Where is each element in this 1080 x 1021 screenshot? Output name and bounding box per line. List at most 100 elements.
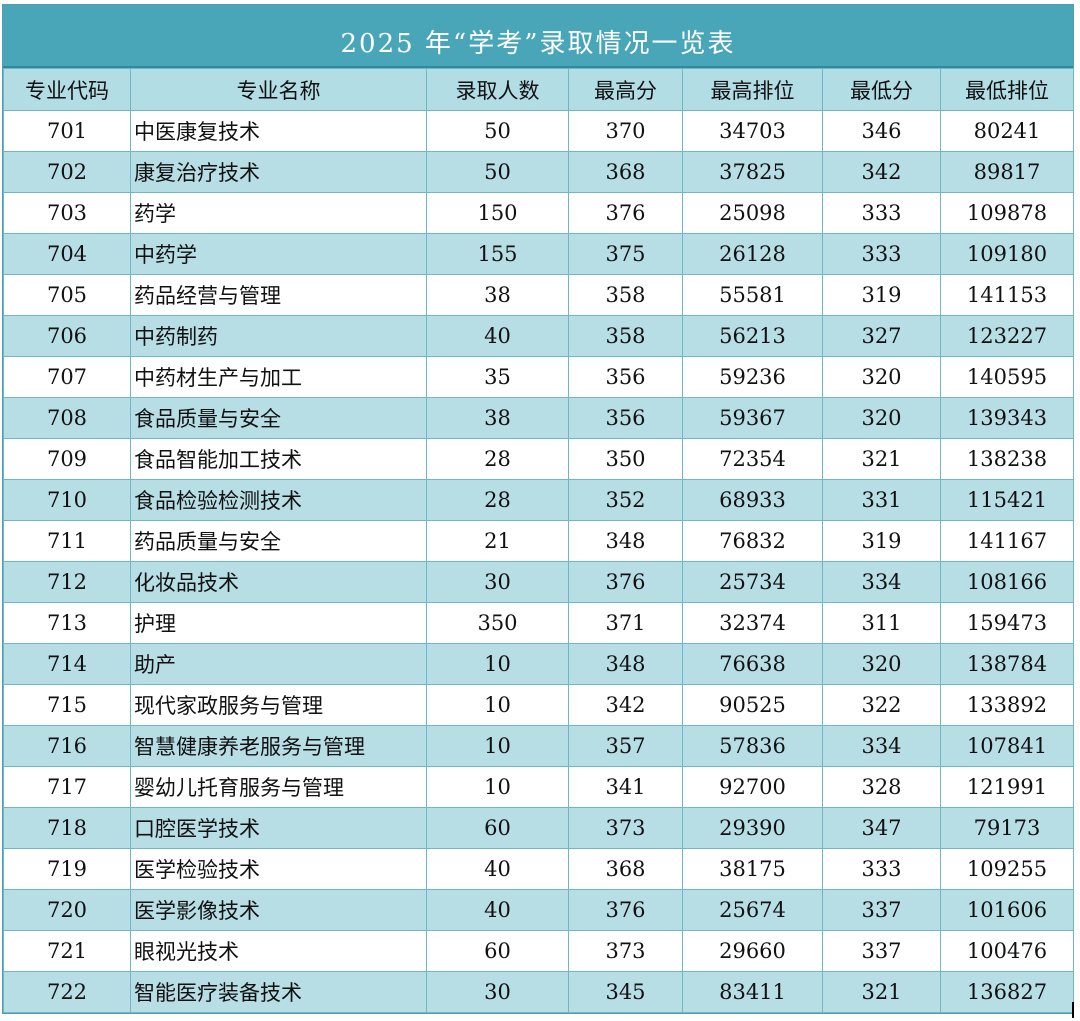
header-highest-score: 最高分 (568, 68, 683, 111)
cell-lowest-rank: 108166 (940, 561, 1074, 603)
cell-highest-rank: 38175 (682, 848, 823, 890)
table-row: 721 眼视光技术 60 373 29660 337 100476 (3, 930, 1074, 972)
table-row: 718 口腔医学技术 60 373 29390 347 79173 (3, 807, 1074, 849)
table-row: 715 现代家政服务与管理 10 342 90525 322 133892 (3, 684, 1074, 726)
cell-highest-rank: 83411 (682, 971, 823, 1013)
cell-major-code: 708 (3, 397, 131, 439)
header-major-code: 专业代码 (3, 68, 131, 111)
cell-major-code: 722 (3, 971, 131, 1013)
cell-lowest-rank: 121991 (940, 766, 1074, 808)
cell-lowest-score: 342 (822, 151, 941, 193)
cell-lowest-rank: 79173 (940, 807, 1074, 849)
cell-major-name: 化妆品技术 (130, 561, 427, 603)
cell-highest-score: 370 (568, 110, 683, 152)
cell-major-code: 711 (3, 520, 131, 562)
cell-lowest-score: 322 (822, 684, 941, 726)
cell-major-name: 食品检验检测技术 (130, 479, 427, 521)
cell-lowest-rank: 107841 (940, 725, 1074, 767)
cell-admitted-count: 40 (426, 889, 569, 931)
cell-admitted-count: 21 (426, 520, 569, 562)
cell-highest-score: 356 (568, 397, 683, 439)
cell-lowest-score: 337 (822, 889, 941, 931)
cell-lowest-rank: 80241 (940, 110, 1074, 152)
cell-highest-rank: 90525 (682, 684, 823, 726)
cell-major-code: 707 (3, 356, 131, 398)
cell-major-code: 719 (3, 848, 131, 890)
cell-major-name: 中医康复技术 (130, 110, 427, 152)
table-row: 702 康复治疗技术 50 368 37825 342 89817 (3, 151, 1074, 193)
cell-admitted-count: 10 (426, 684, 569, 726)
cell-admitted-count: 60 (426, 807, 569, 849)
cell-admitted-count: 38 (426, 274, 569, 316)
cell-major-name: 药品经营与管理 (130, 274, 427, 316)
cell-lowest-rank: 100476 (940, 930, 1074, 972)
cell-highest-rank: 57836 (682, 725, 823, 767)
cell-admitted-count: 50 (426, 151, 569, 193)
cell-major-code: 712 (3, 561, 131, 603)
header-highest-rank: 最高排位 (682, 68, 823, 111)
cell-major-code: 709 (3, 438, 131, 480)
cell-major-name: 康复治疗技术 (130, 151, 427, 193)
cell-highest-rank: 37825 (682, 151, 823, 193)
cell-major-name: 口腔医学技术 (130, 807, 427, 849)
cell-major-name: 眼视光技术 (130, 930, 427, 972)
cell-highest-rank: 76638 (682, 643, 823, 685)
cell-lowest-rank: 101606 (940, 889, 1074, 931)
cell-highest-score: 375 (568, 233, 683, 275)
cell-major-name: 中药材生产与加工 (130, 356, 427, 398)
cell-major-code: 704 (3, 233, 131, 275)
cell-admitted-count: 60 (426, 930, 569, 972)
cell-lowest-score: 333 (822, 233, 941, 275)
cell-highest-rank: 59236 (682, 356, 823, 398)
cell-major-name: 医学影像技术 (130, 889, 427, 931)
cell-lowest-rank: 138238 (940, 438, 1074, 480)
cell-highest-rank: 34703 (682, 110, 823, 152)
cell-highest-score: 356 (568, 356, 683, 398)
cell-highest-score: 348 (568, 520, 683, 562)
cell-highest-rank: 59367 (682, 397, 823, 439)
cell-admitted-count: 30 (426, 971, 569, 1013)
cell-major-code: 713 (3, 602, 131, 644)
cell-highest-score: 376 (568, 192, 683, 234)
cell-lowest-score: 320 (822, 397, 941, 439)
admission-table-sheet: 2025 年“学考”录取情况一览表 专业代码 专业名称 录取人数 最高分 最高排… (2, 4, 1074, 1014)
cell-lowest-rank: 136827 (940, 971, 1074, 1013)
cell-lowest-score: 333 (822, 192, 941, 234)
cell-highest-score: 368 (568, 848, 683, 890)
cell-lowest-score: 320 (822, 356, 941, 398)
cell-major-code: 715 (3, 684, 131, 726)
cell-admitted-count: 350 (426, 602, 569, 644)
cell-highest-rank: 25098 (682, 192, 823, 234)
edge-mark (1072, 1002, 1074, 1018)
cell-highest-rank: 68933 (682, 479, 823, 521)
cell-highest-score: 358 (568, 274, 683, 316)
cell-lowest-rank: 89817 (940, 151, 1074, 193)
cell-highest-score: 345 (568, 971, 683, 1013)
table-row: 711 药品质量与安全 21 348 76832 319 141167 (3, 520, 1074, 562)
cell-major-name: 食品智能加工技术 (130, 438, 427, 480)
cell-admitted-count: 40 (426, 315, 569, 357)
cell-major-code: 716 (3, 725, 131, 767)
cell-highest-rank: 55581 (682, 274, 823, 316)
cell-highest-rank: 29390 (682, 807, 823, 849)
cell-major-name: 现代家政服务与管理 (130, 684, 427, 726)
cell-admitted-count: 155 (426, 233, 569, 275)
cell-lowest-rank: 109180 (940, 233, 1074, 275)
table-body: 701 中医康复技术 50 370 34703 346 80241 702 康复治疗技术 50 36… (3, 110, 1074, 1013)
cell-highest-rank: 32374 (682, 602, 823, 644)
cell-highest-rank: 72354 (682, 438, 823, 480)
header-row: 专业代码 专业名称 录取人数 最高分 最高排位 最低分 最低排位 (3, 68, 1074, 111)
table-row: 714 助产 10 348 76638 320 138784 (3, 643, 1074, 685)
cell-major-code: 720 (3, 889, 131, 931)
cell-major-name: 婴幼儿托育服务与管理 (130, 766, 427, 808)
cell-highest-rank: 26128 (682, 233, 823, 275)
cell-lowest-rank: 109878 (940, 192, 1074, 234)
table-row: 705 药品经营与管理 38 358 55581 319 141153 (3, 274, 1074, 316)
table-row: 722 智能医疗装备技术 30 345 83411 321 136827 (3, 971, 1074, 1013)
cell-lowest-rank: 139343 (940, 397, 1074, 439)
cell-major-name: 护理 (130, 602, 427, 644)
cell-admitted-count: 28 (426, 438, 569, 480)
cell-major-code: 702 (3, 151, 131, 193)
cell-lowest-score: 311 (822, 602, 941, 644)
cell-major-name: 药品质量与安全 (130, 520, 427, 562)
